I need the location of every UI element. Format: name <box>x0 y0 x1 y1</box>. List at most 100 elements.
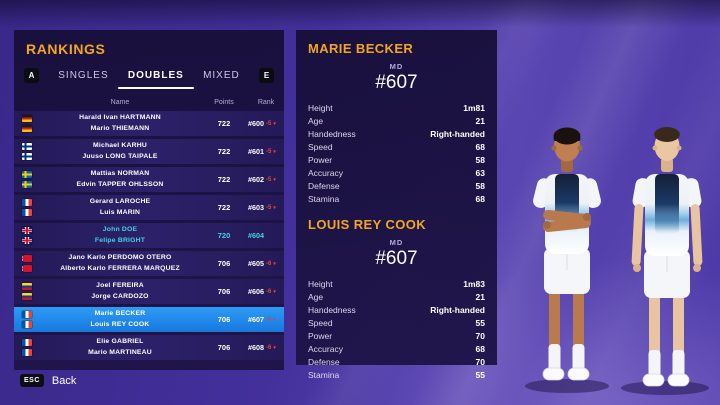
stat-value: 63 <box>475 167 485 178</box>
stat-value: 55 <box>475 369 485 380</box>
country-flags <box>14 227 40 244</box>
key-badge-e[interactable]: E <box>259 68 274 83</box>
country-flags <box>14 199 40 216</box>
rank-change: -6 <box>266 261 277 267</box>
flag-icon <box>22 125 32 132</box>
player1-name: Harald Ivan HARTMANN <box>79 113 161 121</box>
player2-name: Mario THIEMANN <box>90 124 150 132</box>
esc-key-badge[interactable]: ESC <box>20 374 44 387</box>
player1-name: John DOE <box>102 225 138 233</box>
country-flags <box>14 311 40 328</box>
player-rank: #607 <box>375 248 418 269</box>
flag-icon <box>22 339 32 346</box>
points-value: 722 <box>217 119 231 128</box>
points-value: 722 <box>217 203 231 212</box>
stat-label: Accuracy <box>308 167 343 178</box>
flag-icon <box>22 171 32 178</box>
table-row[interactable]: Michael KARHU Juuso LONG TAIPALE 722 #60… <box>14 139 284 164</box>
column-name: Name <box>110 99 130 106</box>
player-rank: #607 <box>375 72 418 93</box>
rankings-list: Harald Ivan HARTMANN Mario THIEMANN 722 … <box>14 111 284 360</box>
rank-change: -5 <box>266 205 277 211</box>
flag-icon <box>22 265 32 272</box>
back-label: Back <box>51 374 77 387</box>
flag-icon <box>22 143 32 150</box>
rank-value: #600 <box>248 119 264 128</box>
table-row[interactable]: Mattias NORMAN Edvin TAPPER OHLSSON 722 … <box>14 167 284 192</box>
rank-value: #608 <box>248 343 264 352</box>
column-points: Points <box>214 99 234 106</box>
stat-value: 1m81 <box>463 102 485 113</box>
flag-icon <box>22 311 32 318</box>
flag-icon <box>22 227 32 234</box>
rank-value: #607 <box>248 315 264 324</box>
table-row[interactable]: Jano Karlo PERDOMO OTERO Alberto Karlo F… <box>14 251 284 276</box>
player2-name: Mario MARTINEAU <box>88 348 152 356</box>
stat-label: Speed <box>308 141 333 152</box>
table-row-selected[interactable]: Marie BECKER Louis REY COOK 706 #607 -6 <box>14 307 284 332</box>
rank-change: -6 <box>266 345 277 351</box>
stat-label: Defense <box>308 180 340 191</box>
tab-doubles[interactable]: DOUBLES <box>117 70 194 89</box>
players-illustration <box>525 127 709 395</box>
table-row[interactable]: Joel FEREIRA Jorge CARDOZO 706 #606 -6 <box>14 279 284 304</box>
player-name-heading: LOUIS REY COOK <box>308 217 427 232</box>
rank-value: #601 <box>248 147 264 156</box>
player2-name: Juuso LONG TAIPALE <box>82 152 158 160</box>
back-control[interactable]: ESC Back <box>20 374 76 387</box>
tab-mixed[interactable]: MIXED <box>203 70 240 81</box>
player2-name: Edvin TAPPER OHLSSON <box>76 180 164 188</box>
stat-value: 21 <box>475 115 485 126</box>
points-value: 706 <box>217 287 231 296</box>
country-flags <box>14 115 40 132</box>
player2-name: Jorge CARDOZO <box>91 292 149 300</box>
player1-name: Jano Karlo PERDOMO OTERO <box>68 253 172 261</box>
player1-name: Michael KARHU <box>93 141 147 149</box>
column-rank: Rank <box>257 99 275 106</box>
flag-icon <box>22 237 32 244</box>
stat-label: Speed <box>308 317 333 328</box>
player2-name: Alberto Karlo FERRERA MARQUEZ <box>60 264 180 272</box>
player-models <box>515 98 720 398</box>
tab-bar: A SINGLES DOUBLES MIXED E <box>24 68 274 89</box>
country-flags <box>14 339 40 356</box>
country-flags <box>14 143 40 160</box>
stat-value: 58 <box>475 180 485 191</box>
key-badge-a[interactable]: A <box>24 68 39 83</box>
points-value: 706 <box>217 343 231 352</box>
stat-value: 21 <box>475 291 485 302</box>
rank-value: #605 <box>248 259 264 268</box>
player1-name: Joel FEREIRA <box>96 281 144 289</box>
stat-value: Right-handed <box>430 128 485 139</box>
stat-label: Accuracy <box>308 343 343 354</box>
table-row[interactable]: Elie GABRIEL Mario MARTINEAU 706 #608 -6 <box>14 335 284 360</box>
flag-icon <box>22 153 32 160</box>
stat-value: 68 <box>475 141 485 152</box>
stat-value: Right-handed <box>430 304 485 315</box>
stat-label: Age <box>308 291 324 302</box>
table-row[interactable]: Gerard LAROCHE Luis MARIN 722 #603 -5 <box>14 195 284 220</box>
stat-value: 68 <box>475 343 485 354</box>
flag-icon <box>22 349 32 356</box>
country-flags <box>14 283 40 300</box>
stats-list: Height 1m83 Age 21 Handedness Right-handed … <box>296 277 497 381</box>
top-vignette <box>0 0 720 28</box>
stat-value: 70 <box>475 330 485 341</box>
division-label: MD <box>389 62 404 71</box>
points-value: 706 <box>217 315 231 324</box>
flag-icon <box>22 199 32 206</box>
flag-icon <box>22 115 32 122</box>
player-name-heading: MARIE BECKER <box>308 41 414 56</box>
table-row-own-team[interactable]: John DOE Felipe BRIGHT 720 #604 <box>14 223 284 248</box>
rank-value: #602 <box>248 175 264 184</box>
table-row[interactable]: Harald Ivan HARTMANN Mario THIEMANN 722 … <box>14 111 284 136</box>
flag-icon <box>22 293 32 300</box>
flag-icon <box>22 321 32 328</box>
rank-change: -6 <box>266 289 277 295</box>
player1-name: Gerard LAROCHE <box>89 197 151 205</box>
player2-name: Luis MARIN <box>99 208 141 216</box>
stat-value: 70 <box>475 356 485 367</box>
team-details-panel: MARIE BECKER MD #607 Height 1m81 Age 21 Ha… <box>296 30 497 380</box>
tab-singles[interactable]: SINGLES <box>58 70 109 81</box>
stat-label: Age <box>308 115 324 126</box>
